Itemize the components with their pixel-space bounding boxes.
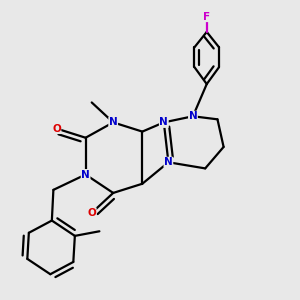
- Text: F: F: [203, 12, 210, 22]
- Text: N: N: [189, 111, 197, 121]
- Text: N: N: [81, 169, 90, 179]
- Text: O: O: [52, 124, 61, 134]
- Text: N: N: [159, 117, 168, 128]
- Text: O: O: [87, 208, 96, 218]
- Text: N: N: [109, 117, 118, 128]
- Text: N: N: [164, 157, 173, 167]
